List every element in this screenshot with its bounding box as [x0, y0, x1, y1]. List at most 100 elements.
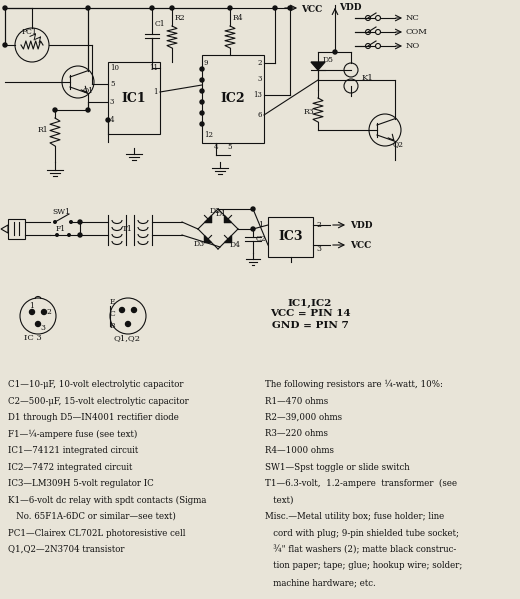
Text: IC3—LM309H 5-volt regulator IC: IC3—LM309H 5-volt regulator IC: [8, 479, 154, 488]
Circle shape: [200, 122, 204, 126]
Text: C1—10-μF, 10-volt electrolytic capacitor: C1—10-μF, 10-volt electrolytic capacitor: [8, 380, 184, 389]
Text: IC2—7472 integrated circuit: IC2—7472 integrated circuit: [8, 462, 133, 471]
Text: 5: 5: [228, 143, 232, 151]
Text: IC 3: IC 3: [24, 334, 42, 342]
Circle shape: [35, 322, 41, 326]
Text: 1: 1: [30, 302, 34, 310]
Circle shape: [200, 78, 204, 82]
Circle shape: [200, 89, 204, 93]
Text: T1: T1: [122, 225, 133, 233]
Text: D5: D5: [323, 56, 334, 64]
Text: 3: 3: [257, 75, 262, 83]
Circle shape: [288, 6, 292, 10]
Polygon shape: [225, 216, 231, 223]
Text: 5: 5: [110, 80, 114, 88]
Circle shape: [333, 50, 337, 54]
Circle shape: [120, 307, 124, 313]
Circle shape: [69, 220, 73, 224]
Circle shape: [228, 6, 232, 10]
Text: R3: R3: [304, 108, 315, 116]
Circle shape: [86, 6, 90, 10]
Text: Q1,Q2: Q1,Q2: [114, 334, 141, 342]
Circle shape: [273, 6, 277, 10]
Circle shape: [200, 67, 204, 71]
Text: 2: 2: [46, 308, 51, 316]
Text: Q1,Q2—2N3704 transistor: Q1,Q2—2N3704 transistor: [8, 545, 124, 554]
Circle shape: [200, 100, 204, 104]
Text: 3: 3: [40, 324, 45, 332]
Text: machine hardware; etc.: machine hardware; etc.: [265, 578, 376, 587]
Text: VCC: VCC: [350, 241, 371, 250]
Text: 9: 9: [204, 59, 209, 67]
Text: 4: 4: [214, 143, 218, 151]
Polygon shape: [225, 235, 231, 243]
Circle shape: [3, 43, 7, 47]
Text: No. 65F1A-6DC or similar—see text): No. 65F1A-6DC or similar—see text): [8, 512, 176, 521]
Text: tion paper; tape; glue; hookup wire; solder;: tion paper; tape; glue; hookup wire; sol…: [265, 561, 462, 570]
Polygon shape: [204, 235, 212, 243]
Circle shape: [53, 108, 57, 112]
Text: R4: R4: [233, 14, 244, 22]
Text: NC: NC: [406, 14, 420, 22]
Text: R4—1000 ohms: R4—1000 ohms: [265, 446, 334, 455]
Text: 3: 3: [316, 245, 321, 253]
Circle shape: [132, 307, 136, 313]
Text: 2: 2: [257, 59, 262, 67]
Text: PC1: PC1: [22, 28, 38, 36]
Text: VCC = PIN 14: VCC = PIN 14: [270, 310, 350, 319]
Text: IC1: IC1: [122, 92, 146, 104]
Text: C2: C2: [256, 235, 267, 243]
Text: SW1: SW1: [52, 208, 70, 216]
Text: R3—220 ohms: R3—220 ohms: [265, 429, 328, 438]
Text: C2—500-μF, 15-volt electrolytic capacitor: C2—500-μF, 15-volt electrolytic capacito…: [8, 397, 189, 406]
Circle shape: [170, 6, 174, 10]
Text: R1—470 ohms: R1—470 ohms: [265, 397, 328, 406]
Text: IC1,IC2: IC1,IC2: [288, 298, 332, 307]
Circle shape: [30, 310, 34, 314]
Text: 13: 13: [253, 91, 262, 99]
Circle shape: [106, 118, 110, 122]
Text: D1 through D5—IN4001 rectifier diode: D1 through D5—IN4001 rectifier diode: [8, 413, 179, 422]
Text: F1—¼-ampere fuse (see text): F1—¼-ampere fuse (see text): [8, 429, 137, 439]
Text: R1: R1: [38, 126, 49, 134]
Text: K1—6-volt dc relay with spdt contacts (Sigma: K1—6-volt dc relay with spdt contacts (S…: [8, 495, 206, 504]
Text: R2: R2: [175, 14, 186, 22]
Text: C: C: [110, 310, 116, 318]
Circle shape: [251, 227, 255, 231]
Text: ¾" flat washers (2); matte black construc-: ¾" flat washers (2); matte black constru…: [265, 545, 456, 554]
Circle shape: [67, 233, 71, 237]
Text: E: E: [110, 298, 115, 306]
Text: COM: COM: [406, 28, 428, 36]
Text: 4: 4: [110, 116, 114, 124]
Circle shape: [53, 220, 57, 224]
Text: Q2: Q2: [393, 140, 404, 148]
Text: VDD: VDD: [350, 222, 372, 231]
Text: text): text): [265, 495, 293, 504]
Text: R2—39,000 ohms: R2—39,000 ohms: [265, 413, 342, 422]
Circle shape: [55, 233, 59, 237]
Text: The following resistors are ¼-watt, 10%:: The following resistors are ¼-watt, 10%:: [265, 380, 443, 389]
Circle shape: [78, 220, 82, 224]
Text: B: B: [110, 322, 115, 330]
Text: GND = PIN 7: GND = PIN 7: [271, 320, 348, 329]
Circle shape: [42, 310, 46, 314]
Text: NO: NO: [406, 42, 420, 50]
Text: 1: 1: [153, 88, 158, 96]
Text: VDD: VDD: [339, 4, 361, 13]
Text: cord with plug; 9-pin shielded tube socket;: cord with plug; 9-pin shielded tube sock…: [265, 528, 459, 537]
Bar: [202, 55, 264, 143]
Text: IC1—74121 integrated circuit: IC1—74121 integrated circuit: [8, 446, 138, 455]
Text: D2: D2: [210, 207, 221, 215]
Text: 12: 12: [204, 131, 213, 139]
Text: D4: D4: [230, 241, 241, 249]
Bar: [268, 217, 313, 257]
Text: F1: F1: [56, 225, 66, 233]
Text: SW1—Spst toggle or slide switch: SW1—Spst toggle or slide switch: [265, 462, 410, 471]
Text: Misc.—Metal utility box; fuse holder; line: Misc.—Metal utility box; fuse holder; li…: [265, 512, 444, 521]
Text: PC1—Clairex CL702L photoresistive cell: PC1—Clairex CL702L photoresistive cell: [8, 528, 186, 537]
Text: 10: 10: [110, 64, 119, 72]
Polygon shape: [311, 62, 325, 70]
Circle shape: [3, 6, 7, 10]
Text: D1: D1: [216, 210, 227, 218]
Text: 3: 3: [110, 98, 114, 106]
